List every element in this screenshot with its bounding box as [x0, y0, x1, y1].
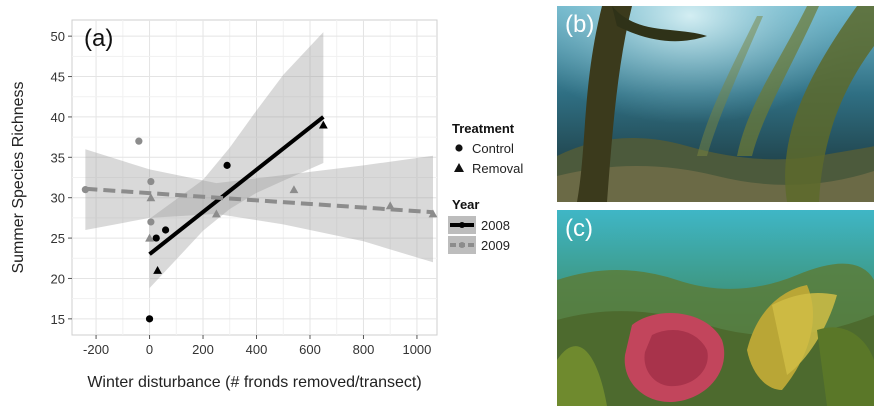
panel-label: (a) [84, 25, 113, 52]
x-axis-title: Winter disturbance (# fronds removed/tra… [87, 374, 421, 391]
legend-year-item: 2008 [481, 218, 510, 233]
legend-year-point [459, 222, 465, 228]
y-tick-label: 40 [51, 110, 65, 125]
data-point-removal [289, 185, 299, 194]
legend-removal-marker [454, 163, 464, 172]
data-point-control [135, 137, 143, 145]
data-point-removal [153, 265, 162, 274]
y-tick-label: 30 [51, 191, 65, 206]
photo-reef-algae: (c) [557, 210, 874, 406]
x-tick-label: -200 [83, 342, 109, 357]
data-point-control [147, 218, 155, 226]
data-point-control [152, 234, 160, 242]
photo-c-label: (c) [565, 215, 593, 242]
data-point-control [223, 161, 231, 169]
x-tick-label: 1000 [402, 342, 431, 357]
legend-year-point [459, 242, 465, 248]
data-point-control [81, 186, 89, 194]
confidence-band-2008 [149, 32, 324, 289]
legend-year-item: 2009 [481, 238, 510, 253]
legend-treatment-title: Treatment [452, 121, 515, 136]
legend-year-title: Year [452, 197, 479, 212]
chart: -200 0 200 400 600 800 1000 15 20 25 30 35 40 45 50 Win… [10, 19, 523, 391]
y-tick-label: 50 [51, 29, 65, 44]
x-tick-label: 400 [246, 342, 268, 357]
data-point-removal [318, 120, 328, 129]
y-tick-label: 25 [51, 231, 65, 246]
x-tick-label: 0 [146, 342, 153, 357]
reef-algae-photo-icon: (c) [557, 210, 874, 406]
data-point-removal [146, 193, 156, 202]
grid [72, 20, 437, 335]
y-tick-label: 35 [51, 150, 65, 165]
fit-line-2009 [85, 186, 434, 215]
data-point-removal [211, 209, 221, 218]
y-tick-label: 15 [51, 312, 65, 327]
data-point-control [147, 177, 155, 186]
y-tick-label: 20 [51, 271, 65, 286]
x-tick-label: 200 [192, 342, 214, 357]
confidence-band-2009 [85, 149, 433, 263]
data-point-control [161, 226, 170, 234]
y-axis-title: Summer Species Richness [10, 81, 27, 273]
data-point-removal [145, 233, 154, 242]
photo-kelp-forest: (b) [557, 6, 874, 202]
legend-treatment-item: Control [472, 141, 514, 156]
fit-line-2008 [148, 115, 325, 256]
legend-control-marker [455, 144, 463, 152]
x-tick-label: 800 [353, 342, 375, 357]
x-tick-label: 600 [299, 342, 321, 357]
data-point-removal [385, 201, 395, 210]
photo-b-label: (b) [565, 11, 594, 38]
legend-treatment-item: Removal [472, 161, 523, 176]
data-point-control [145, 315, 154, 323]
y-tick-label: 45 [51, 70, 65, 85]
kelp-forest-photo-icon: (b) [557, 6, 874, 202]
data-point-removal [428, 209, 438, 218]
